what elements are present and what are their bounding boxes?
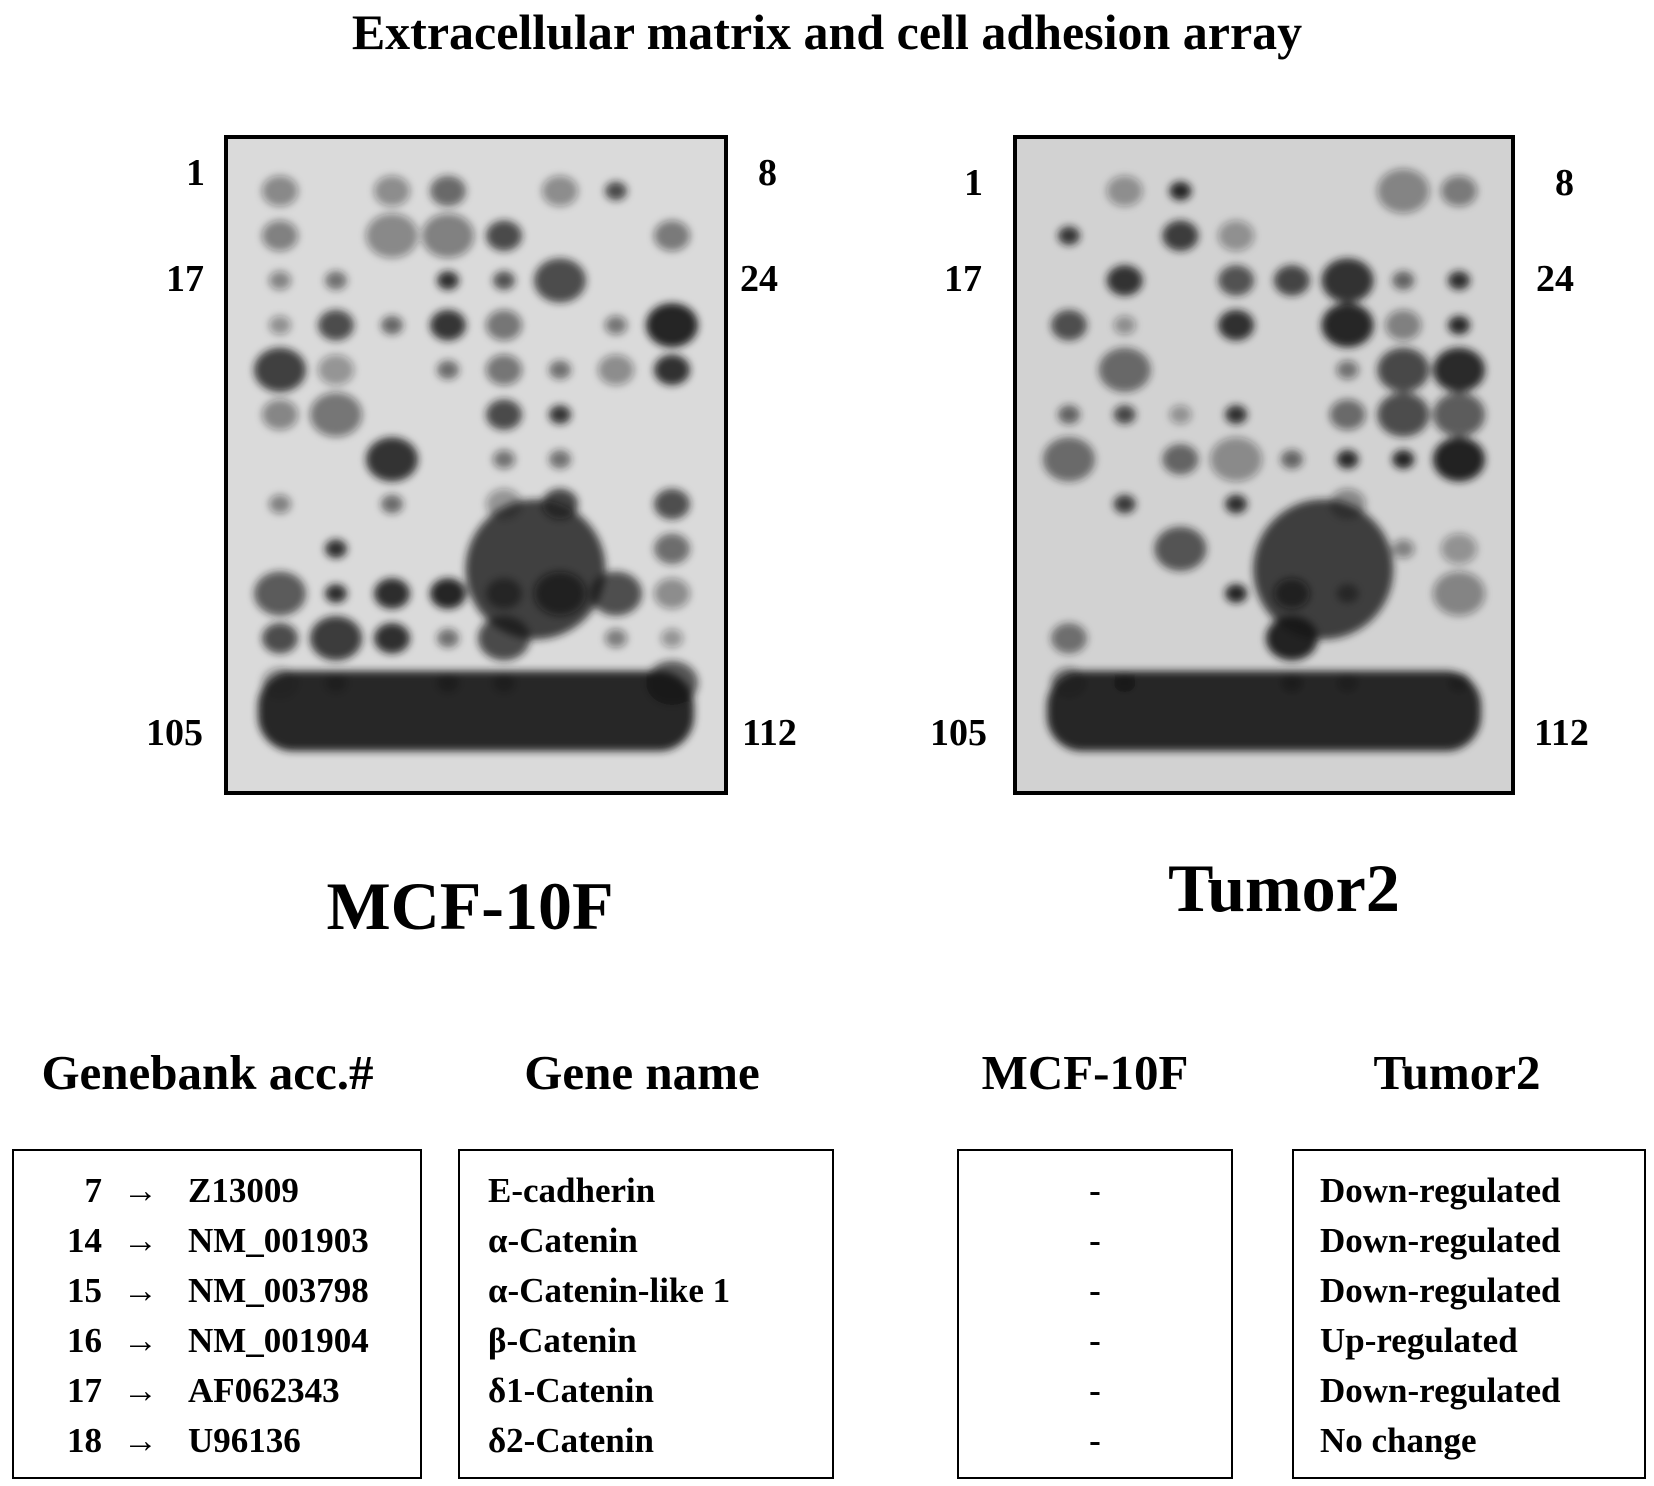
gene-name: α-Catenin-like 1 — [488, 1271, 731, 1310]
tumor2-status: Down-regulated — [1320, 1221, 1561, 1260]
corner-label-bottom-right: 112 — [742, 712, 797, 754]
blot-panel-tumor2 — [1013, 135, 1515, 795]
header-accession: Genebank acc.# — [41, 1045, 374, 1100]
mcf10f-status: - — [1089, 1271, 1101, 1310]
header-tumor2: Tumor2 — [1373, 1045, 1541, 1100]
spot-number: 17 — [67, 1371, 102, 1410]
corner-label-mid-right: 24 — [740, 258, 778, 300]
tumor2-status: Down-regulated — [1320, 1371, 1561, 1410]
blot-panel-mcf10f — [224, 135, 728, 795]
corner-label-mid-left: 17 — [166, 258, 204, 300]
corner-label-top-right: 8 — [1555, 162, 1574, 204]
mcf10f-status: - — [1089, 1371, 1101, 1410]
blot-image-mcf10f — [228, 139, 724, 791]
figure-title: Extracellular matrix and cell adhesion a… — [351, 4, 1303, 60]
arrow-icon: → — [123, 1421, 158, 1460]
spot-number: 16 — [67, 1321, 102, 1360]
gene-name: β-Catenin — [488, 1321, 637, 1360]
corner-label-top-right: 8 — [758, 152, 777, 194]
accession-id: NM_001904 — [188, 1321, 369, 1360]
tumor2-status: Up-regulated — [1320, 1321, 1518, 1360]
mcf10f-status: - — [1089, 1421, 1101, 1460]
gene-name: δ2-Catenin — [488, 1421, 654, 1460]
accession-id: AF062343 — [188, 1371, 340, 1410]
corner-label-bottom-left: 105 — [930, 712, 987, 754]
corner-label-bottom-right: 112 — [1534, 712, 1589, 754]
accession-id: U96136 — [188, 1421, 301, 1460]
mcf10f-status: - — [1089, 1221, 1101, 1260]
tumor2-status: Down-regulated — [1320, 1271, 1561, 1310]
blot-image-tumor2 — [1017, 139, 1511, 791]
accession-box: 7 → Z13009 14 → NM_001903 15 → NM_003798… — [12, 1149, 422, 1479]
spot-number: 7 — [84, 1171, 103, 1210]
gene-name: α-Catenin — [488, 1221, 638, 1260]
gene-name: E-cadherin — [488, 1171, 656, 1210]
spot-number: 14 — [67, 1221, 102, 1260]
gene-name: δ1-Catenin — [488, 1371, 654, 1410]
corner-label-top-left: 1 — [964, 162, 983, 204]
accession-id: NM_003798 — [188, 1271, 369, 1310]
accession-id: Z13009 — [188, 1171, 299, 1210]
header-mcf10f: MCF-10F — [981, 1045, 1189, 1100]
arrow-icon: → — [123, 1171, 158, 1210]
spot-number: 15 — [67, 1271, 102, 1310]
corner-label-mid-left: 17 — [944, 258, 982, 300]
arrow-icon: → — [123, 1221, 158, 1260]
tumor2-status: No change — [1320, 1421, 1477, 1460]
gene-name-box: E-cadherin α-Catenin α-Catenin-like 1 β-… — [458, 1149, 834, 1479]
arrow-icon: → — [123, 1271, 158, 1310]
corner-label-top-left: 1 — [186, 152, 205, 194]
arrow-icon: → — [123, 1321, 158, 1360]
accession-id: NM_001903 — [188, 1221, 369, 1260]
arrow-icon: → — [123, 1371, 158, 1410]
tumor2-status: Down-regulated — [1320, 1171, 1561, 1210]
corner-label-bottom-left: 105 — [146, 712, 203, 754]
corner-label-mid-right: 24 — [1536, 258, 1574, 300]
tumor2-status-box: Down-regulated Down-regulated Down-regul… — [1292, 1149, 1646, 1479]
panel-label-mcf10f: MCF-10F — [326, 868, 614, 944]
mcf10f-status-box: - - - - - - — [957, 1149, 1233, 1479]
mcf10f-status: - — [1089, 1321, 1101, 1360]
spot-number: 18 — [67, 1421, 102, 1460]
header-gene-name: Gene name — [524, 1045, 760, 1100]
mcf10f-status: - — [1089, 1171, 1101, 1210]
panel-label-tumor2: Tumor2 — [1168, 850, 1400, 926]
